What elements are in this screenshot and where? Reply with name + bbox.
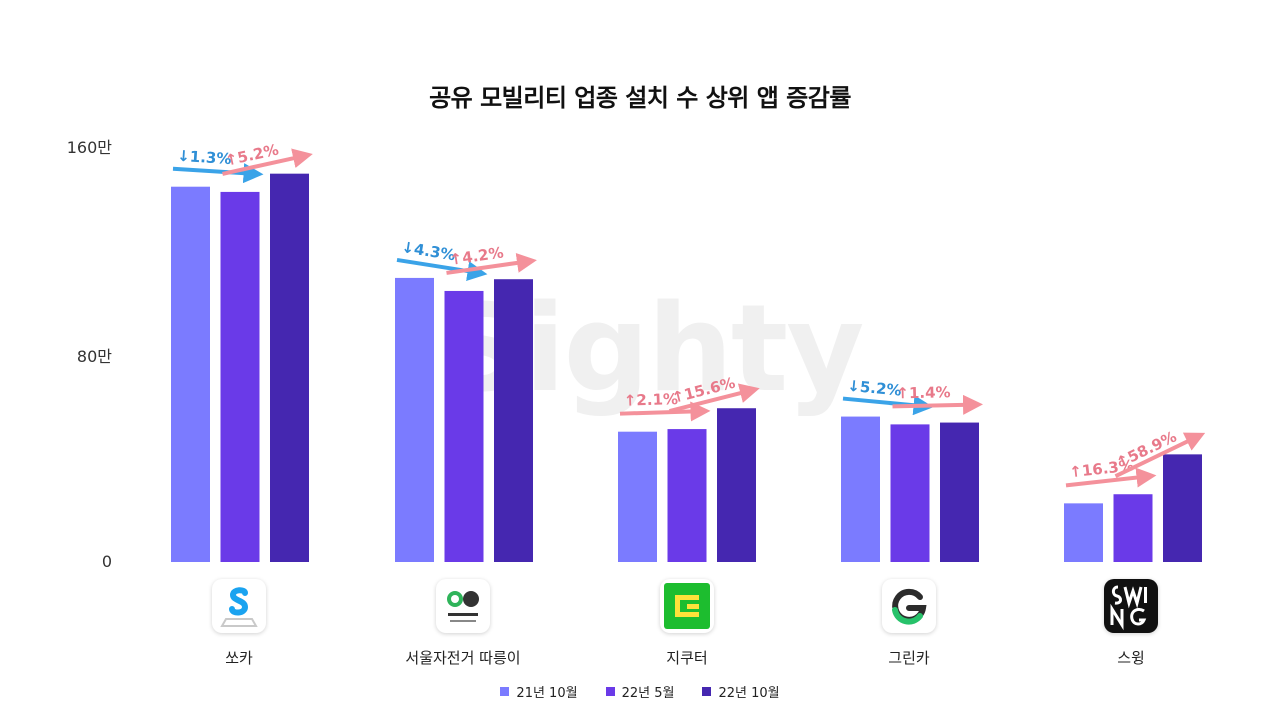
change-arrow	[669, 383, 760, 414]
greencar-icon	[882, 579, 936, 633]
legend-label: 22년 10월	[718, 686, 780, 701]
bar	[940, 422, 979, 562]
category-label-swing: 스윙	[1117, 649, 1145, 667]
bar	[841, 416, 880, 562]
category-label-greencar: 그린카	[888, 649, 930, 667]
y-tick-0: 0	[101, 552, 112, 571]
bar	[1064, 503, 1103, 562]
change-label: ↑2.1%	[624, 390, 679, 410]
legend-item: 22년 5월	[605, 682, 675, 701]
seoul-bike-icon	[436, 579, 490, 633]
legend-label: 22년 5월	[621, 686, 675, 701]
bar	[1113, 494, 1153, 562]
bar	[444, 290, 484, 562]
change-arrow	[892, 394, 983, 415]
bar	[270, 173, 309, 562]
zicoo-icon	[660, 579, 714, 633]
socar-icon	[212, 579, 266, 633]
bar	[1163, 454, 1202, 562]
bar	[618, 431, 657, 562]
change-arrow	[446, 253, 537, 275]
change-arrow	[172, 163, 264, 184]
legend-label: 21년 10월	[516, 686, 578, 701]
y-tick-160: 160만	[66, 138, 112, 157]
change-label: ↓5.2%	[847, 377, 903, 400]
swing-icon	[1104, 579, 1158, 633]
legend-item: 22년 10월	[702, 682, 780, 701]
legend-swatch	[702, 687, 712, 696]
legend-item: 21년 10월	[500, 682, 578, 701]
chart-title: 공유 모빌리티 업종 설치 수 상위 앱 증감률	[429, 84, 851, 112]
bar	[171, 186, 210, 562]
legend-swatch	[605, 687, 615, 696]
change-arrow	[1114, 432, 1206, 479]
change-arrow	[1065, 467, 1157, 488]
bar	[717, 408, 756, 562]
y-tick-80: 80만	[76, 347, 112, 366]
category-label-socar: 쏘카	[225, 649, 253, 667]
legend: 21년 10월 22년 5월 22년 10월	[0, 682, 1280, 701]
change-arrow	[619, 401, 711, 422]
change-label: ↓1.3%	[177, 147, 232, 168]
bar	[395, 277, 434, 562]
bar	[220, 191, 260, 562]
category-label-zicoo: 지쿠터	[666, 649, 708, 667]
bar	[890, 424, 930, 562]
legend-swatch	[500, 687, 510, 696]
bar-chart: ↓1.3%↑5.2%↓4.3%↑4.2%↑2.1%↑15.6% ↓5.2%↑1.4…	[171, 141, 1206, 562]
bar	[494, 279, 533, 562]
change-label: ↑1.4%	[896, 383, 951, 402]
bar	[667, 429, 707, 562]
change-arrow	[222, 148, 313, 176]
category-label-seoul-bike: 서울자전거 따릉이	[405, 649, 521, 667]
